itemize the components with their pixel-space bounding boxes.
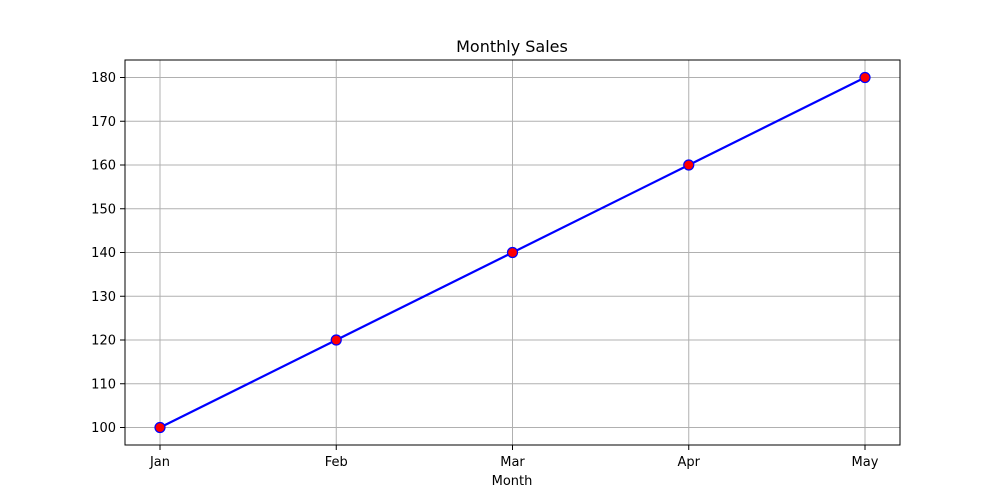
data-point [859, 71, 871, 84]
data-point [154, 421, 166, 434]
x-tick-label: Jan [149, 455, 170, 470]
y-tick-label: 170 [91, 115, 116, 130]
x-tick-label: Apr [678, 455, 701, 470]
y-axis: 100 110 120 130 140 150 160 170 180 [91, 71, 125, 436]
x-axis: Jan Feb Mar Apr May [149, 445, 879, 470]
x-axis-label: Month [492, 474, 533, 489]
y-tick-label: 110 [91, 377, 116, 392]
y-tick-label: 120 [91, 334, 116, 349]
series-layer [154, 71, 871, 434]
data-point [506, 246, 519, 259]
y-tick-label: 150 [91, 202, 116, 217]
plot-frame [124, 59, 901, 446]
y-tick-label: 140 [91, 246, 116, 261]
y-tick-label: 130 [91, 290, 116, 305]
x-tick-label: Mar [500, 455, 525, 470]
x-tick-label: Feb [325, 455, 348, 470]
chart-title: Monthly Sales [456, 37, 568, 56]
y-tick-label: 100 [91, 421, 116, 436]
y-tick-label: 160 [91, 159, 116, 174]
x-tick-label: May [852, 455, 879, 470]
data-point [683, 159, 695, 171]
data-point [330, 334, 342, 346]
y-tick-label: 180 [91, 71, 116, 86]
